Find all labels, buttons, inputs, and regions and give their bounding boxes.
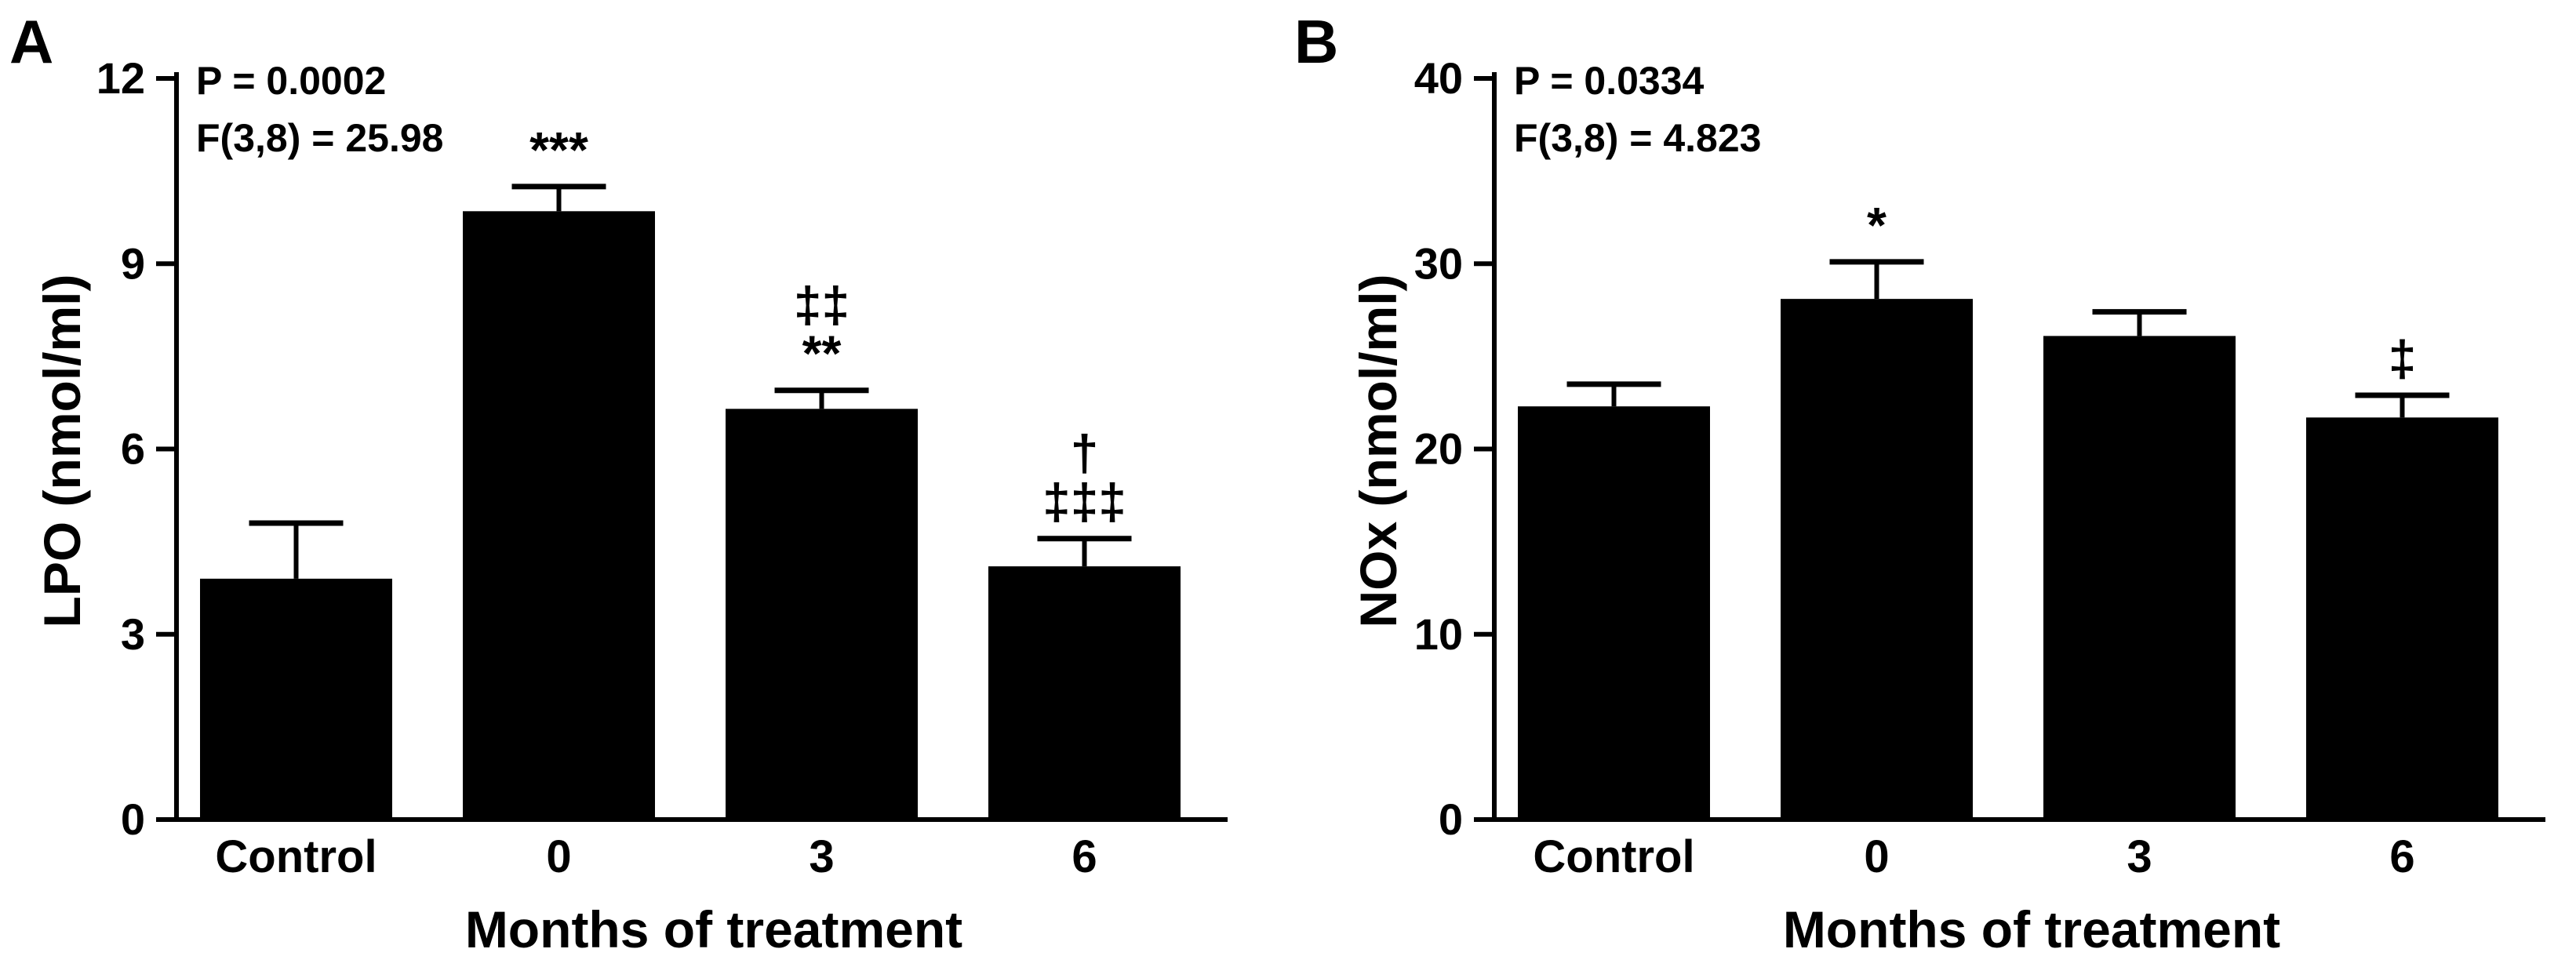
panel-a-f-statistic: F(3,8) = 25.98 xyxy=(196,116,443,160)
panel-a-bar xyxy=(988,566,1181,820)
panel-b-y-tick-label: 0 xyxy=(1439,794,1463,844)
panel-b-letter: B xyxy=(1294,7,1338,76)
panel-b-category-label: 3 xyxy=(2127,831,2152,882)
panel-b-bar xyxy=(2043,336,2236,820)
panel-a-y-axis-label: LPO (nmol/ml) xyxy=(33,274,91,628)
panel-a-category-label: 0 xyxy=(546,831,571,882)
panel-a-y-tick-label: 0 xyxy=(121,794,145,844)
panel-a-y-tick-label: 12 xyxy=(96,53,145,103)
panel-a-significance-label: *** xyxy=(529,122,588,178)
panel-a-category-label: Control xyxy=(215,831,377,882)
panel-a-y-tick-label: 3 xyxy=(121,609,145,659)
panel-a-category-label: 6 xyxy=(1072,831,1097,882)
panel-a-significance-label: ‡‡‡ xyxy=(1042,474,1126,530)
panel-a-category-label: 3 xyxy=(809,831,834,882)
panel-a-bar xyxy=(726,409,918,820)
panel-b-y-axis-label: NOx (nmol/ml) xyxy=(1349,274,1407,627)
panel-a-x-axis-label: Months of treatment xyxy=(465,900,962,958)
panel-b-category-label: Control xyxy=(1533,831,1694,882)
panel-b-y-tick-label: 20 xyxy=(1414,424,1463,474)
panel-b-x-axis-label: Months of treatment xyxy=(1783,900,2280,958)
panel-a-significance-label: ** xyxy=(802,325,842,382)
panel-b-bar xyxy=(1518,406,1710,820)
panel-b-bar xyxy=(2306,417,2498,820)
panel-b-y-tick-label: 30 xyxy=(1414,238,1463,288)
panel-a-y-tick-label: 9 xyxy=(121,238,145,288)
panel-a-p-value: P = 0.0002 xyxy=(196,59,386,103)
panel-b-category-label: 0 xyxy=(1864,831,1889,882)
panel-b-y-tick-label: 10 xyxy=(1414,609,1463,659)
panel-b-f-statistic: F(3,8) = 4.823 xyxy=(1514,116,1761,160)
panel-a: A P = 0.0002 F(3,8) = 25.98 LPO (nmol/ml… xyxy=(9,7,1228,958)
panel-b-p-value: P = 0.0334 xyxy=(1514,59,1705,103)
panel-a-bar xyxy=(463,211,655,820)
panel-a-letter: A xyxy=(9,7,53,76)
panel-a-significance-label: † xyxy=(1071,425,1099,482)
panel-a-significance-label: ‡‡ xyxy=(794,277,850,333)
panel-a-y-tick-label: 6 xyxy=(121,424,145,474)
panel-b-bar xyxy=(1781,299,1973,820)
panel-b-category-label: 6 xyxy=(2389,831,2414,882)
panel-b: B P = 0.0334 F(3,8) = 4.823 NOx (nmol/ml… xyxy=(1294,7,2545,958)
panel-b-significance-label: ‡ xyxy=(2389,330,2417,387)
panel-a-bar xyxy=(200,578,392,820)
panel-b-y-tick-label: 40 xyxy=(1414,53,1463,103)
panel-b-significance-label: * xyxy=(1867,197,1887,253)
